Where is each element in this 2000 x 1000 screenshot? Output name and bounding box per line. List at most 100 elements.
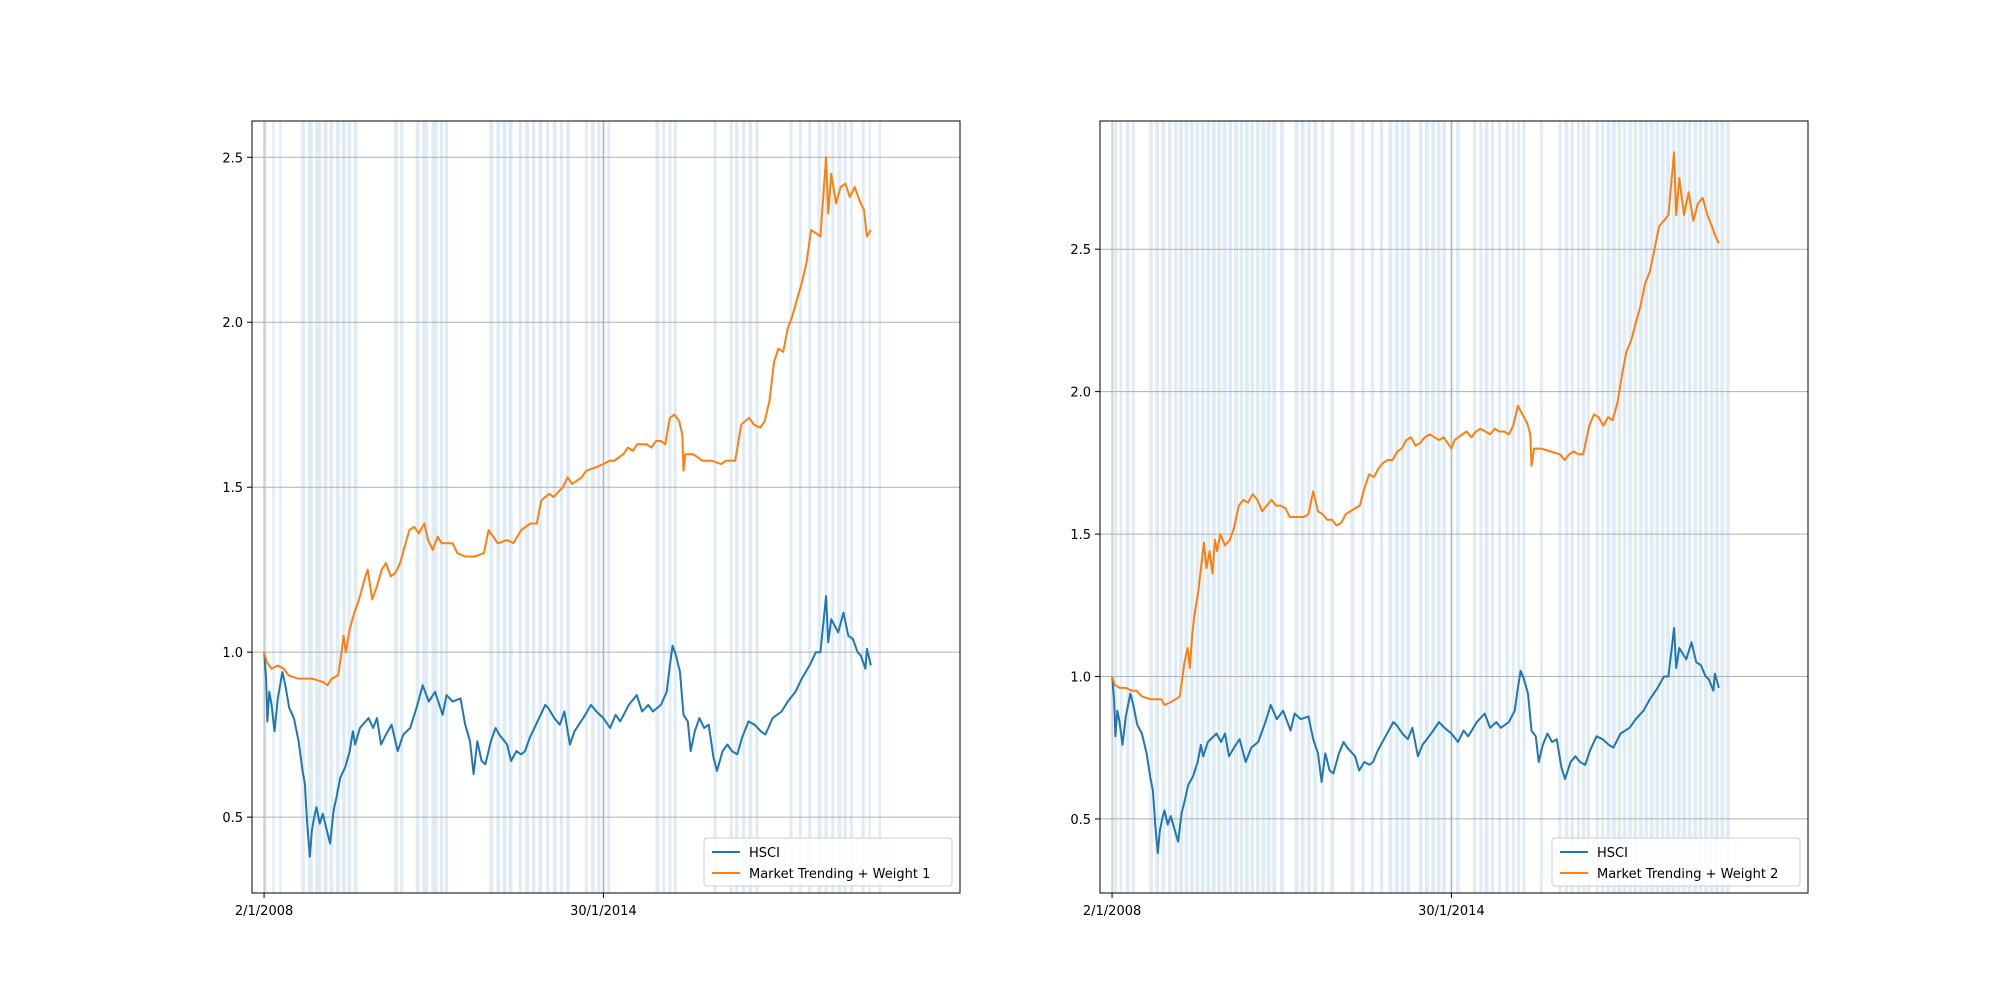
shaded-region-39: [1394, 121, 1399, 893]
shaded-region-40: [713, 121, 717, 893]
shaded-region-13: [400, 121, 404, 893]
shaded-region-46: [1442, 121, 1446, 893]
shaded-region-32: [1321, 121, 1325, 893]
shaded-region-18: [1228, 121, 1233, 893]
shaded-region-28: [552, 121, 557, 893]
shaded-region-51: [1484, 121, 1489, 893]
shaded-region-38: [668, 121, 672, 893]
shaded-region-60: [1564, 121, 1569, 893]
shaded-region-73: [1638, 121, 1643, 893]
shaded-region-21: [1244, 121, 1249, 893]
shaded-region-33: [597, 121, 601, 893]
shaded-region-16: [431, 121, 438, 893]
shaded-region-31: [1313, 121, 1318, 893]
shaded-region-5: [1155, 121, 1160, 893]
shaded-region-77: [1660, 121, 1665, 893]
shaded-region-32: [591, 121, 595, 893]
shaded-region-63: [1581, 121, 1586, 893]
shaded-region-55: [1511, 121, 1515, 893]
shaded-region-11: [353, 121, 358, 893]
series-line-market-trending-weight-1: [263, 156, 872, 687]
shaded-region-27: [546, 121, 550, 893]
x-tick-label: 2/1/2008: [1083, 904, 1141, 919]
shaded-region-56: [868, 121, 871, 893]
shaded-region-10: [347, 121, 352, 893]
shaded-region-16: [1217, 121, 1222, 893]
shaded-region-19: [489, 121, 494, 893]
shaded-region-21: [502, 121, 507, 893]
shaded-region-83: [1693, 121, 1698, 893]
shaded-region-52: [1490, 121, 1495, 893]
shaded-region-22: [508, 121, 513, 893]
shaded-region-48: [1455, 121, 1460, 893]
shaded-region-25: [532, 121, 536, 893]
legend: HSCI Market Trending + Weight 2: [1551, 837, 1801, 887]
shaded-region-43: [1424, 121, 1429, 893]
shaded-region-87: [1714, 121, 1719, 893]
shaded-region-8: [335, 121, 340, 893]
shaded-region-35: [1361, 121, 1365, 893]
shaded-region-18: [444, 121, 449, 893]
shaded-region-82: [1687, 121, 1692, 893]
y-tick-label: 0.5: [1070, 813, 1091, 828]
y-tick-label: 2.0: [1070, 386, 1091, 401]
chart-panel-2: 0.5 1.0 1.5 2.0 2.5 2/1/2008 30/1/2014 HSCI Mark…: [1070, 120, 1809, 919]
shaded-region-50: [1479, 121, 1483, 893]
shaded-region-15: [1211, 121, 1216, 893]
shaded-region-30: [566, 121, 570, 893]
shaded-region-37: [662, 121, 666, 893]
shaded-region-11: [1189, 121, 1194, 893]
shaded-region-8: [1173, 121, 1178, 893]
y-tick-label: 2.0: [222, 316, 243, 331]
shaded-region-4: [307, 121, 313, 893]
shaded-region-64: [1586, 121, 1591, 893]
shaded-region-20: [496, 121, 501, 893]
y-tick-label: 1.0: [222, 646, 243, 661]
shaded-region-71: [1628, 121, 1632, 893]
shaded-region-43: [742, 121, 746, 893]
shaded-region-88: [1720, 121, 1725, 893]
shaded-region-41: [1406, 121, 1411, 893]
shaded-region-70: [1622, 121, 1627, 893]
legend-box: [703, 837, 953, 887]
shaded-region-75: [1649, 121, 1654, 893]
shaded-region-2: [1125, 121, 1130, 893]
shaded-region-7: [1167, 121, 1172, 893]
legend-label-1: Market Trending + Weight 2: [1597, 867, 1778, 882]
shaded-region-40: [1400, 121, 1405, 893]
shaded-region-0: [1113, 121, 1118, 893]
shaded-region-12: [1195, 121, 1200, 893]
shaded-region-48: [808, 121, 812, 893]
shaded-region-15: [422, 121, 429, 893]
shaded-region-85: [1704, 121, 1709, 893]
shaded-region-22: [1250, 121, 1255, 893]
shaded-region-41: [729, 121, 733, 893]
shaded-region-34: [1350, 121, 1355, 893]
shaded-region-9: [341, 121, 346, 893]
shaded-region-14: [1206, 121, 1211, 893]
shaded-region-5: [315, 121, 322, 893]
axes-frame: [1099, 120, 1809, 894]
shaded-region-38: [1388, 121, 1393, 893]
shaded-region-45: [755, 121, 759, 893]
shaded-region-3: [1131, 121, 1135, 893]
shaded-region-3: [301, 121, 305, 893]
shaded-region-56: [1517, 121, 1521, 893]
y-tick-label: 1.5: [1070, 528, 1091, 543]
shaded-region-45: [1436, 121, 1441, 893]
shaded-region-23: [518, 121, 522, 893]
series-line-hsci: [263, 595, 872, 858]
shaded-region-31: [584, 121, 588, 893]
shaded-region-39: [673, 121, 677, 893]
shaded-region-17: [439, 121, 444, 893]
shaded-region-79: [1671, 121, 1676, 893]
shaded-region-54: [849, 121, 853, 893]
shaded-region-36: [655, 121, 660, 893]
shaded-region-13: [1200, 121, 1205, 893]
shaded-regions: [1113, 121, 1730, 893]
legend-label-0: HSCI: [749, 846, 780, 861]
shaded-region-20: [1239, 121, 1244, 893]
shaded-region-26: [1272, 121, 1277, 893]
shaded-region-65: [1595, 121, 1599, 893]
